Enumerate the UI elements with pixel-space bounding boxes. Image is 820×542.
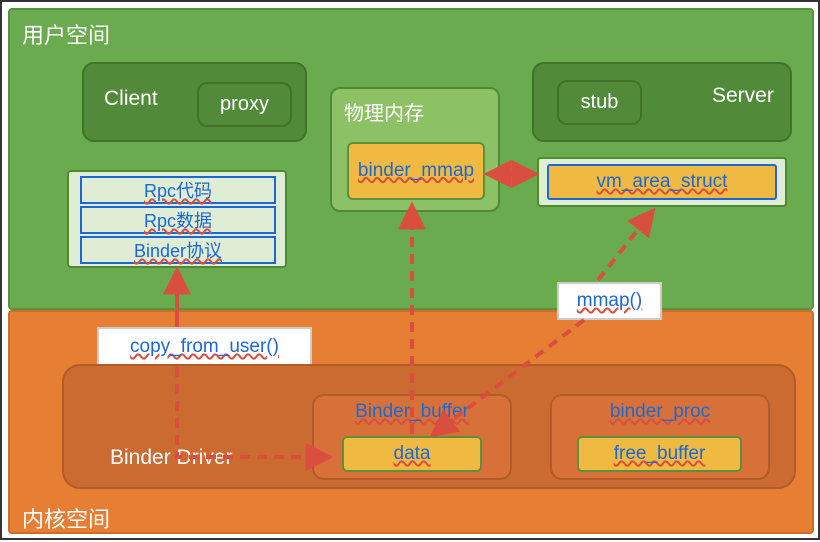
diagram-canvas: 用户空间 内核空间 Client proxy Server stub 物理内存 …	[0, 0, 820, 540]
client-label: Client	[104, 87, 158, 111]
rpc-data-box: Rpc数据	[80, 206, 276, 234]
copy-from-user-label: copy_from_user()	[130, 336, 279, 358]
binder-proto-box: Binder协议	[80, 236, 276, 264]
binder-proc-label: binder_proc	[610, 401, 710, 423]
data-label: data	[394, 443, 431, 465]
kernel-space-title: 内核空间	[22, 502, 110, 534]
free-buffer-label: free_buffer	[614, 443, 706, 465]
binder-mmap-label: binder_mmap	[358, 160, 474, 183]
binder-driver-label: Binder Driver	[110, 446, 233, 470]
data-box: data	[342, 436, 482, 472]
physmem-label: 物理内存	[344, 97, 424, 126]
proxy-box: proxy	[197, 82, 292, 127]
binder-proto-label: Binder协议	[134, 237, 222, 263]
rpc-code-label: Rpc代码	[144, 177, 212, 203]
free-buffer-box: free_buffer	[577, 436, 742, 472]
stub-label: stub	[581, 91, 619, 114]
vm-area-label: vm_area_struct	[597, 171, 728, 193]
stub-box: stub	[557, 80, 642, 125]
rpc-data-label: Rpc数据	[144, 207, 212, 233]
user-space-title: 用户空间	[22, 18, 110, 50]
rpc-code-box: Rpc代码	[80, 176, 276, 204]
copy-from-user-box: copy_from_user()	[97, 327, 312, 367]
mmap-call-box: mmap()	[557, 282, 662, 320]
vm-area-box: vm_area_struct	[547, 164, 777, 200]
binder-mmap-box: binder_mmap	[347, 142, 485, 200]
server-label: Server	[712, 84, 774, 108]
proxy-label: proxy	[220, 93, 269, 116]
mmap-call-label: mmap()	[577, 290, 642, 312]
binder-buffer-label: Binder_buffer	[355, 401, 469, 423]
